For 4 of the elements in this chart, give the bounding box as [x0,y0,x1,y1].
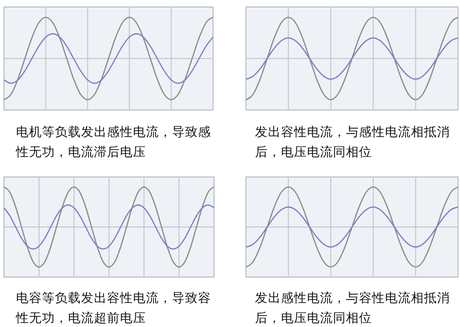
text: 电容等负载发出容性电流，导致容性无功，电流超前电压 [15,290,211,325]
text: 发出感性电流，与容性电流相抵消后，电压电流同相位 [255,290,450,325]
text: 发出容性电流，与感性电流相抵消后，电压电流同相位 [255,124,450,159]
text: 电机等负载发出感性电流，导致感性无功，电流滞后电压 [15,124,211,159]
